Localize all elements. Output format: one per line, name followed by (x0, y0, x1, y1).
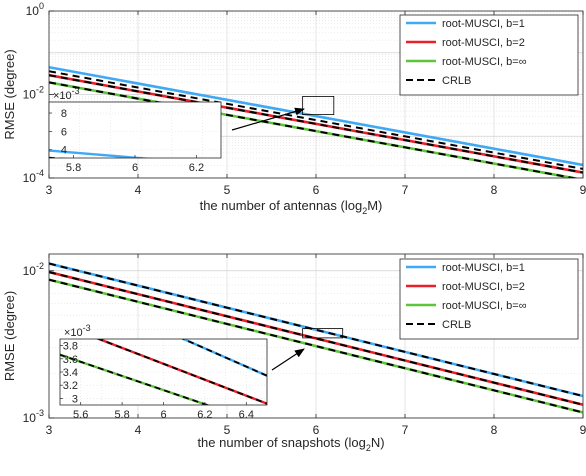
x-tick-label: 9 (580, 423, 586, 437)
inset-x-tick-label: 6.4 (239, 409, 254, 421)
y-axis-label: RMSE (degree) (2, 291, 17, 381)
crlb-line-1 (49, 81, 579, 178)
inset-x-tick-label: 6.2 (189, 162, 204, 174)
crlb-line-1 (49, 278, 583, 414)
inset-background (49, 102, 221, 158)
x-axis-label-tail: N) (371, 435, 385, 450)
legend: root-MUSCI, b=1 root-MUSCI, b=2 root-MUSCI… (399, 258, 579, 340)
inset: 5.8 6 6.2 8 6 4 ×10-3 (48, 86, 222, 174)
series-group (49, 262, 583, 414)
inset-x-tick-label: 5.8 (114, 409, 129, 421)
y-tick-label: 10-2 (23, 261, 44, 278)
x-axis-label: the number of snapshots (log2N) (197, 435, 384, 453)
x-tick-label: 4 (135, 183, 142, 197)
y-tick-base: 10 (26, 4, 40, 18)
inset-exponent-base: ×10 (64, 327, 83, 339)
y-tick-label: 10-4 (23, 168, 44, 185)
legend: root-MUSCI, b=1 root-MUSCI, b=2 root-MUSCI… (399, 14, 579, 96)
x-tick-label: 8 (491, 423, 498, 437)
y-axis-label: RMSE (degree) (2, 49, 17, 139)
legend-label-1: root-MUSCI, b=1 (442, 18, 525, 30)
legend-label-2: root-MUSCI, b=2 (442, 281, 525, 293)
y-tick-base: 10 (23, 411, 37, 425)
x-tick-label: 3 (46, 423, 53, 437)
inset-x-tick-label: 5.6 (73, 409, 88, 421)
y-tick-exp: -3 (36, 408, 44, 418)
crlb-line-2 (49, 262, 583, 398)
x-tick-label: 6 (313, 423, 320, 437)
crlb-line-3 (49, 74, 583, 174)
y-tick-label: 10-3 (23, 408, 44, 425)
y-tick-exp: -4 (36, 168, 44, 178)
legend-label-3: root-MUSCI, b=∞ (442, 56, 527, 68)
inset-y-tick-label: 4 (61, 145, 67, 157)
y-tick-base: 10 (23, 171, 37, 185)
x-axis-label-text: the number of snapshots (log (197, 435, 365, 450)
inset-exponent-label: ×10-3 (53, 86, 80, 102)
series-group (49, 65, 583, 178)
x-tick-label: 6 (313, 183, 320, 197)
y-tick-label: 10-2 (23, 85, 44, 102)
legend-label-4: CRLB (442, 75, 471, 87)
inset-y-tick-label: 3 (72, 393, 78, 405)
inset-crlb-line-3 (96, 339, 267, 405)
inset-x-tick-label: 6 (160, 409, 166, 421)
x-tick-label: 5 (224, 183, 231, 197)
inset-exponent-label: ×10-3 (64, 323, 91, 339)
x-axis-label-sub: 2 (366, 443, 371, 453)
inset-x-tick-label: 5.8 (66, 162, 81, 174)
x-axis-label-sub: 2 (362, 206, 367, 216)
legend-box (399, 14, 579, 96)
inset-series-line-3 (60, 353, 211, 405)
crlb-line-3 (49, 271, 583, 406)
x-tick-label: 3 (46, 183, 53, 197)
zoom-box (302, 328, 344, 339)
inset-exponent-sup: -3 (72, 86, 80, 96)
inset-x-tick-label: 6.2 (197, 409, 212, 421)
legend-label-3: root-MUSCI, b=∞ (442, 300, 527, 312)
x-axis-label-tail: M) (367, 198, 382, 213)
y-tick-label: 100 (26, 1, 44, 18)
x-tick-label: 7 (402, 183, 409, 197)
inset-x-tick-label: 6 (132, 162, 138, 174)
inset-y-tick-label: 3.2 (63, 380, 78, 392)
x-tick-label: 8 (491, 183, 498, 197)
inset-series (60, 339, 267, 405)
inset-y-tick-label: 3.8 (63, 341, 78, 353)
inset-exponent-base: ×10 (53, 90, 72, 102)
x-tick-label: 7 (402, 423, 409, 437)
x-tick-label: 5 (224, 423, 231, 437)
zoom-arrow (231, 107, 305, 131)
legend-box (399, 258, 579, 340)
x-axis-label: the number of antennas (log2M) (200, 198, 383, 216)
x-tick-label: 9 (580, 183, 586, 197)
y-tick-exp: -2 (36, 261, 44, 271)
inset: 5.6 5.8 6 6.2 6.4 3.83.63.43.23 ×10-3 (59, 323, 268, 421)
legend-label-4: CRLB (442, 319, 471, 331)
crlb-line-2 (49, 70, 583, 170)
series-line-1 (49, 65, 583, 167)
legend-label-2: root-MUSCI, b=2 (442, 37, 525, 49)
zoom-box (302, 96, 335, 116)
inset-y-tick-label: 8 (61, 108, 67, 120)
y-tick-exp: 0 (39, 1, 44, 11)
zoom-arrow (271, 348, 305, 371)
inset-exponent-sup: -3 (83, 323, 91, 333)
x-axis-label-text: the number of antennas (log (200, 198, 363, 213)
inset-y-tick-label: 3.4 (63, 367, 78, 379)
inset-y-tick-label: 3.6 (63, 354, 78, 366)
inset-series-line-1 (180, 339, 267, 377)
y-tick-base: 10 (23, 88, 37, 102)
inset-y-tick-label: 6 (61, 126, 67, 138)
y-tick-base: 10 (23, 264, 37, 278)
inset-grid (49, 102, 221, 158)
legend-label-1: root-MUSCI, b=1 (442, 262, 525, 274)
x-tick-label: 4 (135, 423, 142, 437)
y-tick-exp: -2 (36, 85, 44, 95)
